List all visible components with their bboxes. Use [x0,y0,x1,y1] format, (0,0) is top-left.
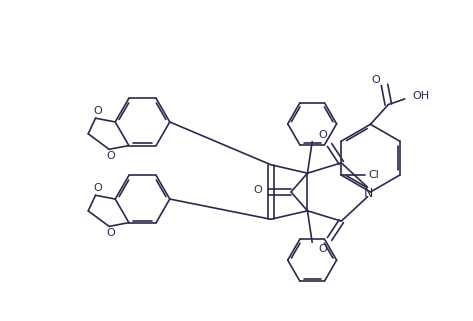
Text: O: O [254,185,263,195]
Text: O: O [106,229,115,239]
Text: O: O [372,75,380,85]
Text: O: O [106,152,115,161]
Text: O: O [93,106,102,116]
Text: Cl: Cl [368,170,379,180]
Text: O: O [93,183,102,193]
Text: O: O [318,130,327,140]
Text: O: O [318,244,327,254]
Text: N: N [363,187,373,200]
Text: OH: OH [413,91,430,101]
